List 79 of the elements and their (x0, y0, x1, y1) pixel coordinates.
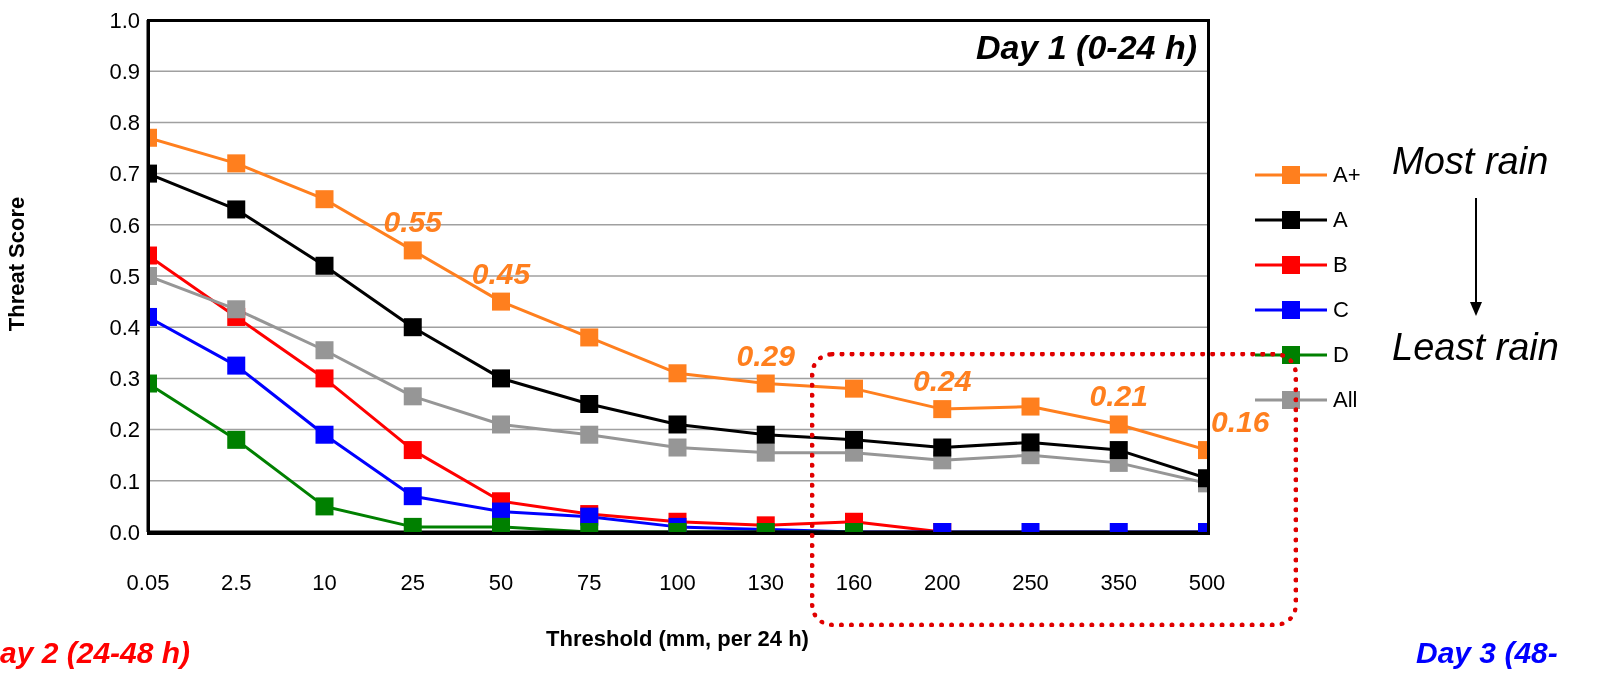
y-tick-label: 0.5 (109, 263, 140, 289)
x-tick-label: 160 (835, 569, 873, 595)
x-tick-label: 0.05 (126, 569, 170, 595)
point (668, 415, 687, 434)
data-label: 0.24 (913, 364, 972, 398)
legend-label: A+ (1333, 161, 1361, 188)
data-label: 0.29 (736, 338, 796, 372)
x-tick-label: 350 (1100, 569, 1138, 595)
x-tick-label: 2.5 (220, 569, 252, 595)
y-tick-label: 0.1 (109, 468, 140, 494)
annotation: Day 1 (0-24 h) (974, 28, 1197, 67)
point (845, 430, 863, 449)
point (227, 200, 246, 219)
point (403, 318, 422, 337)
y-tick-label: 0.6 (109, 212, 140, 238)
point (668, 438, 687, 457)
x-tick-label: 250 (1012, 569, 1049, 595)
point (227, 300, 246, 319)
point (756, 443, 775, 462)
point (668, 364, 687, 383)
x-tick-label: 25 (400, 569, 425, 595)
data-label: 0.21 (1089, 379, 1148, 413)
y-tick-label: 0.8 (109, 110, 140, 136)
x-axis-title: Threshold (mm, per 24 h) (546, 626, 809, 651)
y-tick-label: 0.2 (109, 417, 140, 443)
point (580, 328, 599, 347)
point (492, 369, 510, 388)
x-tick-label: 100 (659, 569, 696, 595)
point (315, 369, 334, 388)
point (227, 356, 246, 375)
data-label: 0.16 (1211, 405, 1270, 439)
point (403, 441, 422, 460)
y-tick-label: 1.0 (109, 7, 140, 33)
legend-label: C (1333, 296, 1349, 323)
x-tick-label: 10 (312, 569, 337, 595)
point (580, 425, 599, 444)
x-tick-label: 500 (1188, 569, 1226, 595)
y-tick-label: 0.0 (109, 519, 140, 545)
point (756, 425, 775, 444)
point (580, 395, 599, 413)
y-axis-title: Threat Score (4, 196, 30, 332)
text: Day 3 (48- (1416, 636, 1558, 670)
point (315, 497, 334, 516)
text: ay 2 (24-48 h) (0, 636, 191, 670)
legend-label: D (1333, 341, 1349, 368)
point (227, 154, 246, 173)
point (403, 487, 422, 506)
point (1109, 415, 1128, 434)
point (403, 241, 422, 260)
point (756, 374, 775, 393)
text: Most rain (1392, 140, 1549, 183)
point (933, 438, 952, 457)
point (227, 430, 246, 449)
point (403, 387, 422, 406)
legend-label: All (1333, 386, 1358, 413)
x-tick-label: 75 (577, 569, 602, 595)
point (315, 425, 334, 444)
point (933, 400, 952, 419)
text: Least rain (1392, 326, 1559, 369)
y-tick-label: 0.9 (109, 59, 140, 85)
x-tick-label: 130 (747, 569, 785, 595)
data-label: 0.55 (383, 205, 444, 239)
point (492, 292, 510, 311)
y-tick-label: 0.4 (109, 315, 140, 341)
point (315, 341, 334, 360)
legend-label: B (1333, 251, 1348, 278)
y-tick-label: 0.3 (109, 366, 140, 392)
point (1021, 397, 1040, 416)
x-tick-label: 50 (488, 569, 514, 595)
point (315, 190, 334, 209)
point (492, 415, 510, 434)
point (845, 379, 863, 398)
data-label: 0.45 (471, 256, 532, 290)
y-tick-label: 0.7 (109, 161, 140, 187)
point (1021, 433, 1040, 452)
legend-label: A (1333, 206, 1348, 233)
point (315, 256, 334, 275)
x-tick-label: 200 (923, 569, 961, 595)
point (1109, 441, 1128, 460)
